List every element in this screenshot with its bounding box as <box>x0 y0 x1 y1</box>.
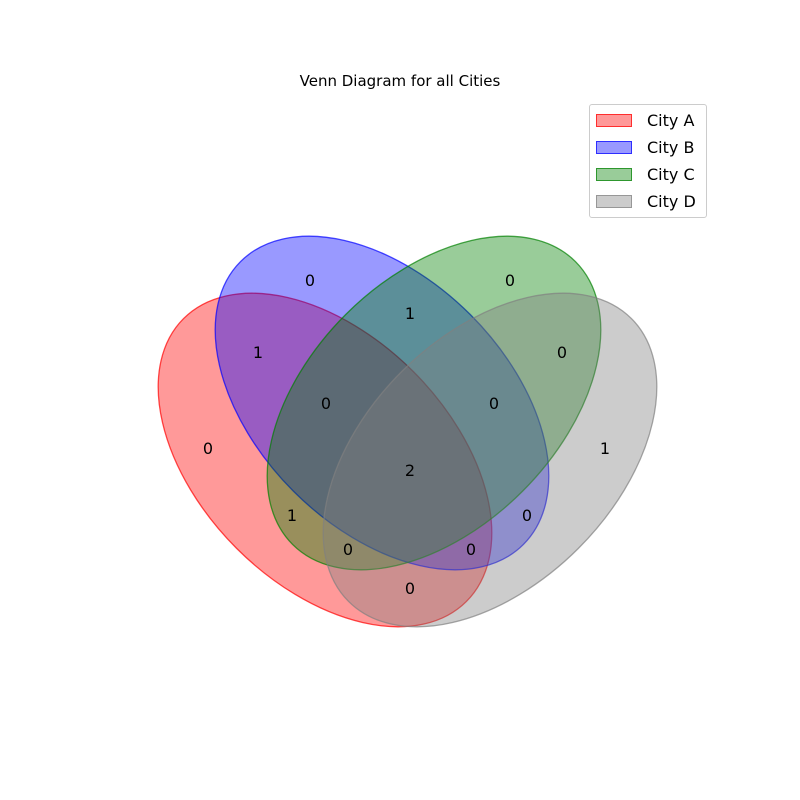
set-c-ellipse <box>266 235 602 571</box>
set-b-ellipse <box>214 235 550 571</box>
region-acd-count: 0 <box>343 540 353 559</box>
set-d-ellipse <box>322 292 658 628</box>
region-c-count: 0 <box>505 271 515 290</box>
region-ad-count: 0 <box>405 579 415 598</box>
legend-item-city-b: City B <box>596 138 708 157</box>
region-a-count: 0 <box>203 439 213 458</box>
region-abd-count: 0 <box>466 540 476 559</box>
legend-label-city-a: City A <box>647 111 695 130</box>
region-ab-count: 1 <box>253 343 263 362</box>
legend-label-city-d: City D <box>647 192 696 211</box>
region-counts: 0 0 0 1 1 1 0 1 0 0 0 0 0 0 2 <box>203 271 610 598</box>
region-abcd-count: 2 <box>405 461 415 480</box>
region-bd-count: 0 <box>522 506 532 525</box>
legend-item-city-d: City D <box>596 192 708 211</box>
region-bcd-count: 0 <box>489 394 499 413</box>
legend-label-city-b: City B <box>647 138 695 157</box>
legend: City A City B City C City D <box>589 104 707 218</box>
legend-swatch-city-a <box>596 114 632 127</box>
region-cd-count: 0 <box>557 343 567 362</box>
set-a-ellipse <box>157 292 493 628</box>
legend-swatch-city-c <box>596 168 632 181</box>
region-abc-count: 0 <box>321 394 331 413</box>
legend-swatch-city-d <box>596 195 632 208</box>
region-ac-count: 1 <box>287 506 297 525</box>
region-d-count: 1 <box>600 439 610 458</box>
legend-item-city-c: City C <box>596 165 708 184</box>
legend-item-city-a: City A <box>596 111 708 130</box>
venn-ellipses <box>157 235 658 628</box>
legend-swatch-city-b <box>596 141 632 154</box>
region-bc-count: 1 <box>405 304 415 323</box>
legend-label-city-c: City C <box>647 165 695 184</box>
region-b-count: 0 <box>305 271 315 290</box>
diagram-title: Venn Diagram for all Cities <box>299 72 501 90</box>
